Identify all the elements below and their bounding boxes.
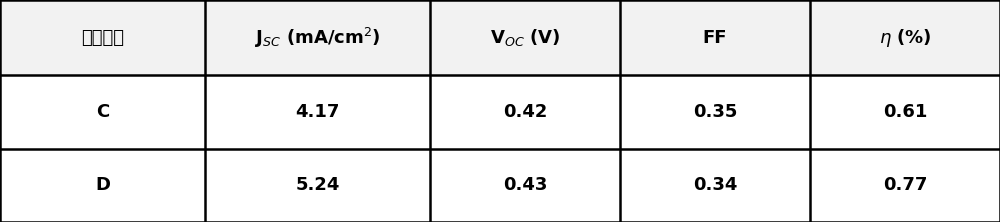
Text: FF: FF — [703, 29, 727, 47]
Text: V$_{OC}$ (V): V$_{OC}$ (V) — [490, 27, 560, 48]
Bar — [205, 75, 430, 149]
Text: D: D — [95, 176, 110, 194]
Bar — [430, 75, 620, 149]
Bar — [430, 149, 620, 222]
Bar — [620, 0, 810, 75]
Text: 0.77: 0.77 — [883, 176, 927, 194]
Text: 0.43: 0.43 — [503, 176, 547, 194]
Bar — [810, 75, 1000, 149]
Bar — [620, 149, 810, 222]
Text: 样品类型: 样品类型 — [81, 29, 124, 47]
Bar — [0, 75, 205, 149]
Bar — [810, 0, 1000, 75]
Bar — [810, 149, 1000, 222]
Text: J$_{SC}$ (mA/cm$^2$): J$_{SC}$ (mA/cm$^2$) — [255, 26, 380, 50]
Text: 5.24: 5.24 — [295, 176, 340, 194]
Text: 0.61: 0.61 — [883, 103, 927, 121]
Text: 0.42: 0.42 — [503, 103, 547, 121]
Text: 0.35: 0.35 — [693, 103, 737, 121]
Bar — [205, 149, 430, 222]
Bar — [0, 0, 205, 75]
Text: $\eta$ (%): $\eta$ (%) — [879, 27, 931, 49]
Bar — [0, 149, 205, 222]
Text: C: C — [96, 103, 109, 121]
Bar — [620, 75, 810, 149]
Text: 4.17: 4.17 — [295, 103, 340, 121]
Bar — [205, 0, 430, 75]
Text: 0.34: 0.34 — [693, 176, 737, 194]
Bar — [430, 0, 620, 75]
